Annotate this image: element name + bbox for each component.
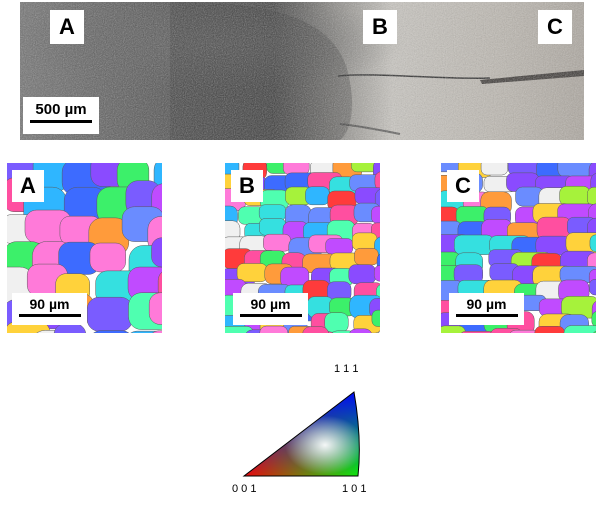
region-label-a: A bbox=[50, 10, 84, 44]
grain bbox=[258, 204, 287, 221]
optical-micrograph: A B C 500 µm bbox=[20, 2, 584, 140]
scale-bar-line bbox=[455, 314, 518, 317]
grain bbox=[563, 325, 596, 333]
grain bbox=[305, 186, 330, 206]
grain bbox=[557, 163, 593, 178]
ebsd-label: C bbox=[447, 170, 479, 202]
scale-bar-line bbox=[239, 314, 302, 317]
ebsd-map-image bbox=[7, 163, 162, 333]
grain bbox=[509, 329, 543, 333]
grain bbox=[225, 326, 255, 333]
ipf-triangle: 1 1 1 0 0 1 1 0 1 bbox=[232, 363, 366, 495]
micrograph-image bbox=[20, 2, 584, 140]
grain bbox=[350, 163, 380, 173]
grain bbox=[593, 330, 596, 333]
scale-bar-label: 500 µm bbox=[35, 101, 87, 118]
grain bbox=[454, 234, 495, 255]
grain bbox=[587, 186, 596, 207]
ebsd-map-a: A 90 µm bbox=[7, 163, 162, 333]
micrograph-scale-bar: 500 µm bbox=[23, 97, 99, 134]
grain bbox=[480, 163, 508, 176]
grain bbox=[371, 309, 380, 327]
grain bbox=[331, 330, 355, 333]
grain bbox=[89, 242, 126, 273]
ipf-fill bbox=[244, 392, 360, 476]
ebsd-label: A bbox=[12, 170, 44, 202]
grain bbox=[324, 312, 349, 333]
scale-bar-line bbox=[30, 120, 92, 123]
scale-bar-line bbox=[18, 314, 81, 317]
region-label-c: C bbox=[538, 10, 572, 44]
ebsd-scale-bar: 90 µm bbox=[12, 293, 87, 325]
ebsd-map-c: C 90 µm bbox=[441, 163, 596, 333]
ipf-label-111: 1 1 1 bbox=[334, 363, 358, 375]
grain bbox=[259, 325, 289, 333]
ipf-color-legend: 1 1 1 0 0 1 1 0 1 bbox=[230, 358, 370, 498]
grain bbox=[152, 330, 162, 333]
grain bbox=[151, 237, 162, 268]
grain bbox=[302, 326, 329, 333]
grain bbox=[589, 234, 596, 252]
grain bbox=[461, 331, 495, 333]
grain bbox=[86, 296, 133, 332]
grain bbox=[259, 218, 287, 236]
region-label-b: B bbox=[363, 10, 397, 44]
grain bbox=[325, 238, 354, 255]
ipf-label-001: 0 0 1 bbox=[232, 483, 256, 495]
grain bbox=[534, 326, 565, 333]
grain bbox=[148, 292, 162, 325]
grain bbox=[351, 232, 378, 251]
ebsd-label: B bbox=[231, 170, 263, 202]
scale-bar-label: 90 µm bbox=[29, 296, 70, 312]
grain bbox=[374, 171, 380, 191]
grain bbox=[371, 205, 380, 224]
grain bbox=[349, 328, 372, 333]
ebsd-scale-bar: 90 µm bbox=[233, 293, 308, 325]
grain bbox=[591, 311, 596, 328]
grain bbox=[93, 330, 130, 333]
grain bbox=[354, 247, 379, 266]
grain bbox=[236, 263, 268, 283]
ebsd-map-b: B 90 µm bbox=[225, 163, 380, 333]
scale-bar-label: 90 µm bbox=[466, 296, 507, 312]
grain bbox=[378, 330, 380, 333]
grain bbox=[263, 233, 291, 252]
ebsd-scale-bar: 90 µm bbox=[449, 293, 524, 325]
grain bbox=[373, 265, 380, 282]
grain bbox=[441, 325, 466, 333]
grain bbox=[589, 279, 596, 296]
grain bbox=[348, 264, 376, 285]
ipf-label-101: 1 0 1 bbox=[342, 483, 366, 495]
scale-bar-label: 90 µm bbox=[250, 296, 291, 312]
grain bbox=[559, 185, 591, 207]
